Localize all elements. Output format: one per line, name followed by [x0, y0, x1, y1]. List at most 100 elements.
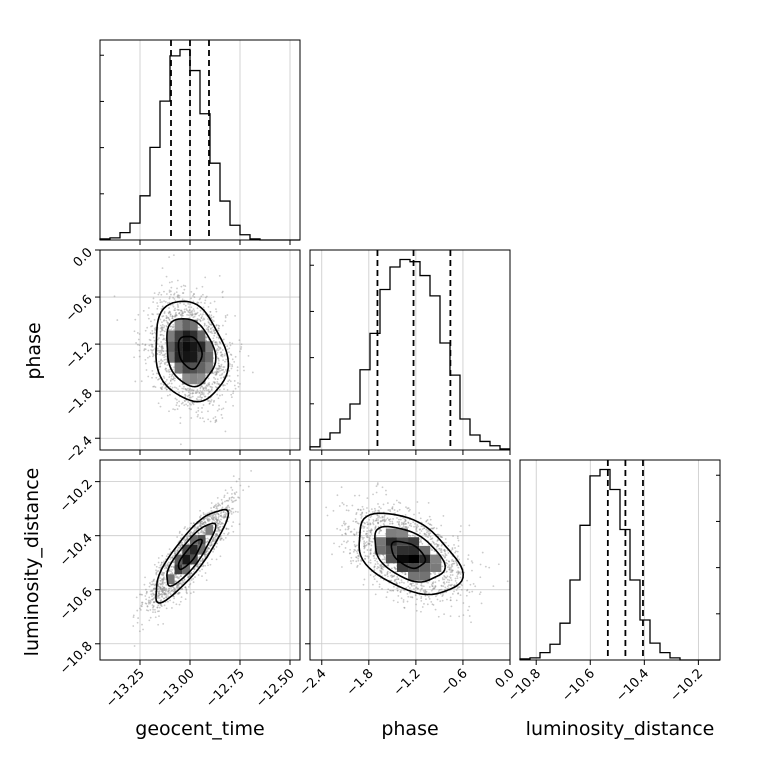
scatter-point	[207, 377, 210, 380]
scatter-point	[394, 512, 396, 515]
scatter-point	[181, 310, 184, 313]
scatter-point	[161, 326, 164, 329]
scatter-point	[225, 512, 228, 515]
scatter-point	[354, 545, 357, 548]
scatter-point	[151, 349, 154, 352]
scatter-point	[160, 593, 163, 595]
scatter-point	[158, 606, 161, 609]
scatter-point	[353, 528, 356, 531]
scatter-point	[182, 312, 185, 314]
scatter-point	[215, 533, 217, 536]
scatter-point	[167, 592, 170, 595]
scatter-point	[431, 588, 434, 591]
scatter-point	[210, 517, 213, 520]
scatter-point	[186, 538, 189, 541]
scatter-point	[353, 534, 356, 536]
scatter-point	[167, 589, 170, 592]
scatter-point	[203, 531, 205, 534]
scatter-point	[181, 298, 184, 301]
scatter-point	[160, 593, 162, 596]
scatter-point	[153, 360, 156, 363]
scatter-point	[361, 512, 364, 514]
scatter-point	[466, 588, 469, 591]
scatter-point	[174, 314, 177, 317]
scatter-point	[388, 519, 390, 521]
scatter-point	[151, 583, 154, 586]
scatter-point	[227, 380, 230, 383]
scatter-point	[182, 284, 185, 287]
scatter-point	[401, 571, 404, 574]
scatter-point	[377, 566, 380, 569]
scatter-point	[218, 503, 221, 506]
density-cell	[182, 544, 190, 555]
scatter-point	[188, 309, 191, 312]
scatter-point	[153, 385, 156, 388]
scatter-point	[357, 554, 360, 557]
scatter-point	[355, 560, 358, 563]
scatter-point	[367, 542, 370, 545]
scatter-point	[430, 583, 433, 586]
scatter-point	[368, 518, 371, 521]
luminosity-distance-ylabel: luminosity_distance	[21, 468, 43, 657]
scatter-point	[224, 430, 227, 433]
scatter-point	[355, 520, 358, 523]
scatter-point	[393, 566, 396, 569]
scatter-point	[181, 401, 184, 404]
scatter-point	[370, 515, 373, 517]
scatter-point	[223, 366, 226, 368]
scatter-point	[177, 584, 180, 587]
scatter-point	[173, 588, 176, 591]
scatter-point	[457, 566, 460, 569]
scatter-point	[350, 530, 353, 533]
scatter-point	[409, 522, 412, 525]
scatter-point	[440, 551, 442, 553]
scatter-point	[458, 615, 461, 618]
scatter-point	[215, 374, 217, 376]
scatter-point	[445, 571, 448, 573]
scatter-point	[161, 583, 164, 586]
scatter-point	[448, 567, 451, 570]
scatter-point	[189, 572, 192, 575]
scatter-point	[387, 563, 389, 566]
scatter-point	[181, 314, 184, 317]
scatter-point	[458, 571, 460, 573]
scatter-point	[142, 310, 145, 312]
density-cell	[205, 341, 214, 352]
scatter-point	[198, 326, 200, 329]
scatter-point	[217, 513, 220, 516]
scatter-point	[200, 524, 202, 527]
scatter-point	[470, 560, 473, 563]
scatter-point	[176, 577, 179, 579]
scatter-point	[163, 362, 166, 364]
hist-panel-geocent-time	[99, 39, 301, 245]
scatter-point	[163, 586, 166, 589]
scatter-point	[369, 522, 372, 525]
scatter-point	[183, 527, 186, 530]
scatter-point	[459, 594, 462, 597]
scatter-point	[217, 349, 220, 352]
scatter-point	[161, 349, 164, 352]
scatter-point	[378, 506, 381, 508]
scatter-point	[451, 547, 454, 549]
scatter-point	[190, 403, 192, 406]
scatter-point	[201, 558, 204, 561]
scatter-point	[173, 386, 176, 389]
scatter-point	[203, 389, 206, 392]
scatter-point	[176, 401, 179, 404]
scatter-point	[355, 556, 357, 559]
scatter-point	[210, 543, 213, 546]
scatter-point	[228, 365, 231, 367]
scatter-point	[215, 521, 218, 524]
scatter-point	[229, 353, 232, 356]
scatter-point	[200, 398, 203, 401]
scatter-point	[375, 491, 378, 494]
scatter-point	[152, 592, 154, 595]
scatter-point	[456, 555, 459, 558]
scatter-point	[199, 319, 202, 322]
scatter-point	[426, 529, 429, 532]
scatter-point	[161, 571, 163, 574]
scatter-point	[213, 381, 216, 384]
scatter-point	[215, 308, 217, 311]
scatter-point	[221, 369, 224, 371]
scatter-point	[357, 555, 359, 557]
